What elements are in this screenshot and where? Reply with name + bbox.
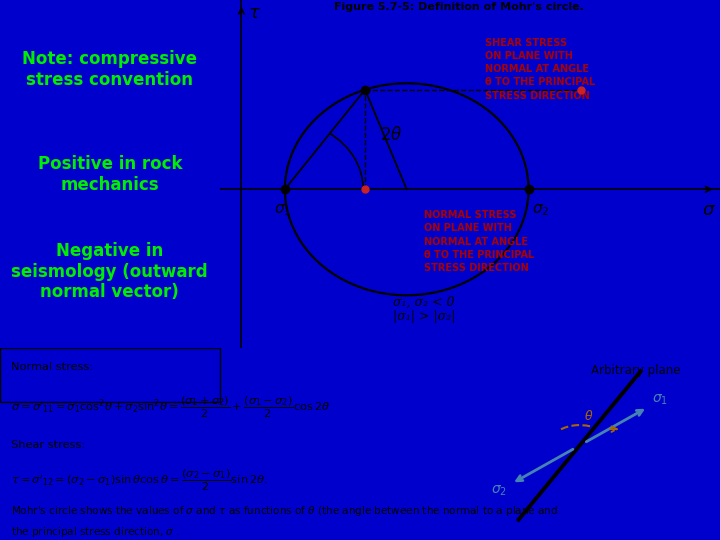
Text: the principal stress direction, $\sigma$ .: the principal stress direction, $\sigma$… <box>11 525 180 539</box>
Text: Note: compressive
stress convention: Note: compressive stress convention <box>22 50 197 89</box>
Text: $\sigma = \sigma'_{11} = \sigma_1 \cos^2\!\theta + \sigma_2 \sin^2\!\theta = \df: $\sigma = \sigma'_{11} = \sigma_1 \cos^2… <box>11 394 330 420</box>
Text: SHEAR STRESS
ON PLANE WITH
NORMAL AT ANGLE
θ TO THE PRINCIPAL
STRESS DIRECTION: SHEAR STRESS ON PLANE WITH NORMAL AT ANG… <box>485 38 595 100</box>
Text: $\tau$: $\tau$ <box>248 4 261 22</box>
Text: $\sigma_2$: $\sigma_2$ <box>532 202 549 218</box>
Text: $\sigma$: $\sigma$ <box>702 201 716 219</box>
Text: $\sigma_2$: $\sigma_2$ <box>491 484 507 498</box>
Text: Figure 5.7-5: Definition of Mohr's circle.: Figure 5.7-5: Definition of Mohr's circl… <box>334 2 584 12</box>
Text: σ₁, σ₂ < 0
|σ₁| > |σ₂|: σ₁, σ₂ < 0 |σ₁| > |σ₂| <box>393 295 455 323</box>
Text: $2\theta$: $2\theta$ <box>379 126 402 144</box>
Text: $\theta$: $\theta$ <box>584 409 593 423</box>
Text: Negative in
seismology (outward
normal vector): Negative in seismology (outward normal v… <box>12 242 208 301</box>
Text: Arbitrary plane: Arbitrary plane <box>590 364 680 377</box>
Text: NORMAL STRESS
ON PLANE WITH
NORMAL AT ANGLE
θ TO THE PRINCIPAL
STRESS DIRECTION: NORMAL STRESS ON PLANE WITH NORMAL AT AN… <box>424 210 534 273</box>
FancyBboxPatch shape <box>0 348 220 402</box>
Text: Positive in rock
mechanics: Positive in rock mechanics <box>37 155 182 193</box>
Text: $\sigma_1$: $\sigma_1$ <box>652 393 668 407</box>
Text: $\sigma_1$: $\sigma_1$ <box>274 202 292 218</box>
Text: Mohr's circle shows the values of $\sigma$ and $\tau$ as functions of $\theta$ (: Mohr's circle shows the values of $\sigm… <box>11 504 558 517</box>
Text: $\tau = \sigma'_{12} = (\sigma_2 - \sigma_1)\sin\theta\cos\theta = \dfrac{(\sigm: $\tau = \sigma'_{12} = (\sigma_2 - \sigm… <box>11 467 267 492</box>
Text: Normal stress:: Normal stress: <box>11 362 93 372</box>
Text: Shear stress:: Shear stress: <box>11 440 85 450</box>
